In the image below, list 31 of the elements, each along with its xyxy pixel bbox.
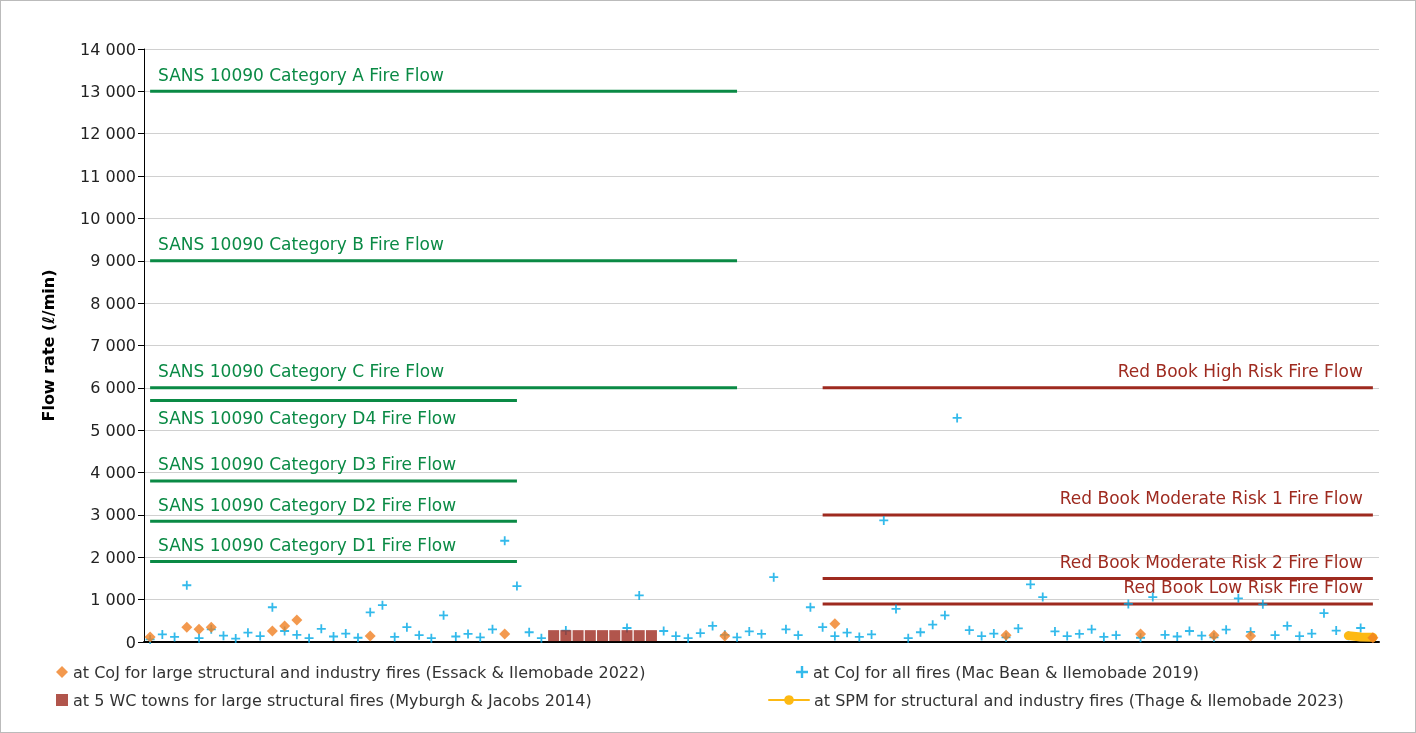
- y-tick-label: 3 000: [90, 505, 136, 525]
- y-tick-label: 11 000: [80, 166, 136, 186]
- y-tick-label: 10 000: [80, 208, 136, 228]
- series-label: SANS 10090 Category C Fire Flow: [158, 361, 445, 382]
- y-tick-label: 4 000: [90, 463, 136, 483]
- y-tick-label: 5 000: [90, 420, 136, 440]
- series-label: SANS 10090 Category D2 Fire Flow: [158, 494, 457, 515]
- legend-label: at SPM for structural and industry fires (Thage & Ilemobade 2023): [814, 690, 1344, 710]
- series-label: SANS 10090 Category A Fire Flow: [158, 64, 444, 85]
- series-label: SANS 10090 Category D1 Fire Flow: [158, 534, 457, 555]
- series-label: Red Book High Risk Fire Flow: [1117, 361, 1363, 382]
- series-label: SANS 10090 Category D3 Fire Flow: [158, 454, 457, 475]
- y-axis-title: Flow rate (ℓ/min): [38, 269, 58, 422]
- series-label: SANS 10090 Category D4 Fire Flow: [158, 408, 457, 429]
- legend-label: at CoJ for large structural and industry fires (Essack & Ilemobade 2022): [73, 662, 646, 682]
- series-label: SANS 10090 Category B Fire Flow: [158, 234, 445, 255]
- y-tick-label: 13 000: [80, 81, 136, 101]
- series-label: Red Book Moderate Risk 2 Fire Flow: [1059, 551, 1363, 572]
- y-tick-label: 6 000: [90, 378, 136, 398]
- series-label: Red Book Low Risk Fire Flow: [1123, 577, 1363, 598]
- y-tick-label: 0: [125, 632, 136, 652]
- y-tick-label: 1 000: [90, 590, 136, 610]
- series-label: Red Book Moderate Risk 1 Fire Flow: [1059, 488, 1363, 509]
- legend-label: at CoJ for all fires (Mac Bean & Ilemobade 2019): [813, 662, 1199, 682]
- y-tick-label: 9 000: [90, 251, 136, 271]
- y-tick-label: 8 000: [90, 293, 136, 313]
- y-tick-label: 7 000: [90, 336, 136, 355]
- y-tick-label: 14 000: [80, 39, 136, 59]
- y-tick-label: 2 000: [90, 547, 136, 567]
- legend-label: at 5 WC towns for large structural fires (Myburgh & Jacobs 2014): [73, 690, 592, 710]
- y-tick-label: 12 000: [80, 124, 136, 144]
